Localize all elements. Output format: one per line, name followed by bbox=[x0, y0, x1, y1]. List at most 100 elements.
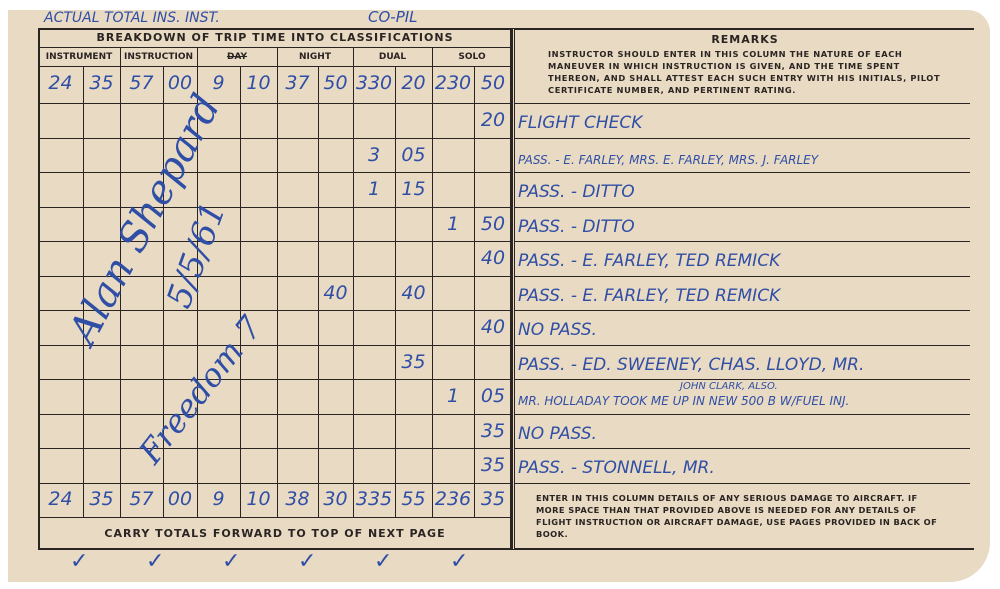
column-divider bbox=[83, 66, 84, 517]
row-divider bbox=[38, 448, 512, 449]
time-cell: 50 bbox=[323, 72, 348, 94]
remark-entry: FLIGHT CHECK bbox=[518, 113, 643, 133]
time-cell: 40 bbox=[323, 281, 348, 304]
remarks-rule bbox=[515, 137, 970, 139]
time-cell: 35 bbox=[480, 488, 506, 510]
remark-entry: NO PASS. bbox=[518, 423, 597, 444]
logbook-page bbox=[8, 10, 990, 582]
column-divider bbox=[318, 66, 319, 517]
time-cell: 35 bbox=[89, 72, 114, 94]
row-divider bbox=[38, 103, 512, 104]
time-cell: 35 bbox=[401, 350, 426, 373]
remarks-rule bbox=[515, 310, 970, 311]
time-cell: 1 bbox=[367, 178, 381, 200]
checkmark-icon: ✓ bbox=[298, 548, 317, 573]
damage-note: ENTER IN THIS COLUMN DETAILS OF ANY SERI… bbox=[536, 493, 938, 539]
row-divider bbox=[38, 66, 512, 67]
time-cell: 236 bbox=[434, 488, 472, 510]
time-cell: 55 bbox=[401, 488, 426, 510]
row-divider bbox=[38, 517, 512, 518]
column-divider bbox=[474, 66, 475, 517]
checkmark-icon: ✓ bbox=[222, 548, 241, 573]
time-cell: 24 bbox=[48, 72, 73, 94]
table-title: BREAKDOWN OF TRIP TIME INTO CLASSIFICATI… bbox=[96, 31, 454, 44]
time-cell: 335 bbox=[355, 488, 393, 510]
remark-entry: PASS. - DITTO bbox=[518, 216, 635, 237]
column-header: SOLO bbox=[458, 52, 486, 62]
column-divider bbox=[353, 47, 354, 517]
checkmark-icon: ✓ bbox=[70, 548, 89, 573]
remarks-rule bbox=[515, 379, 970, 380]
time-cell: 00 bbox=[167, 488, 193, 510]
remark-entry: MR. HOLLADAY TOOK ME UP IN NEW 500 B W/F… bbox=[518, 394, 850, 408]
column-divider bbox=[120, 47, 121, 517]
column-divider bbox=[163, 66, 164, 517]
checkmark-icon: ✓ bbox=[146, 548, 165, 573]
remark-entry: PASS. - ED. SWEENEY, CHAS. LLOYD, MR. bbox=[518, 354, 865, 375]
row-divider bbox=[38, 47, 512, 48]
time-cell: 40 bbox=[401, 281, 426, 304]
time-cell: 00 bbox=[167, 72, 193, 94]
time-cell: 40 bbox=[480, 316, 506, 338]
column-divider bbox=[277, 47, 278, 517]
checkmark-icon: ✓ bbox=[374, 548, 393, 573]
column-header: INSTRUMENT bbox=[45, 52, 113, 62]
row-divider bbox=[38, 206, 512, 208]
remark-insert: JOHN CLARK, ALSO. bbox=[680, 381, 778, 392]
row-divider bbox=[38, 241, 512, 242]
time-cell: 30 bbox=[323, 488, 348, 510]
row-divider bbox=[38, 275, 512, 277]
handwritten-header-note: ACTUAL TOTAL INS. INST. bbox=[44, 10, 220, 26]
time-cell: 57 bbox=[129, 488, 154, 510]
remarks-title: REMARKS bbox=[711, 33, 779, 46]
remarks-section bbox=[512, 28, 974, 550]
remarks-rule bbox=[515, 482, 970, 484]
time-cell: 24 bbox=[48, 488, 73, 510]
time-cell: 40 bbox=[480, 247, 506, 269]
remarks-rule bbox=[515, 206, 970, 208]
checkmark-icon: ✓ bbox=[450, 548, 469, 573]
time-cell: 05 bbox=[401, 143, 426, 166]
remarks-rule bbox=[515, 275, 970, 277]
column-header: DAY bbox=[226, 52, 248, 62]
time-cell: 15 bbox=[401, 178, 426, 200]
time-breakdown-table bbox=[38, 28, 512, 550]
time-cell: 37 bbox=[285, 72, 310, 94]
remark-entry: PASS. - E. FARLEY, MRS. E. FARLEY, MRS. … bbox=[518, 152, 819, 167]
time-cell: 57 bbox=[129, 72, 154, 94]
time-cell: 1 bbox=[446, 212, 460, 235]
time-cell: 50 bbox=[480, 212, 506, 235]
carry-forward-label: CARRY TOTALS FORWARD TO TOP OF NEXT PAGE bbox=[104, 527, 446, 540]
time-cell: 230 bbox=[434, 72, 472, 94]
column-divider bbox=[197, 47, 198, 517]
row-divider bbox=[38, 137, 512, 139]
remarks-rule bbox=[515, 241, 970, 242]
copilot-overwrite: CO-PIL bbox=[368, 8, 418, 26]
row-divider bbox=[38, 344, 512, 346]
time-cell: 20 bbox=[480, 109, 506, 131]
time-cell: 10 bbox=[246, 488, 271, 510]
column-divider bbox=[395, 66, 396, 517]
column-header: DUAL bbox=[378, 52, 407, 62]
time-cell: 9 bbox=[212, 72, 225, 94]
time-cell: 3 bbox=[367, 143, 381, 166]
column-divider bbox=[240, 66, 241, 517]
row-divider bbox=[38, 379, 512, 380]
time-cell: 35 bbox=[480, 419, 506, 442]
column-header: NIGHT bbox=[299, 52, 331, 62]
time-cell: 20 bbox=[401, 72, 426, 94]
remark-entry: PASS. - STONNELL, MR. bbox=[518, 458, 715, 478]
remark-entry: NO PASS. bbox=[518, 320, 597, 340]
remarks-rule bbox=[515, 344, 970, 346]
remarks-rule bbox=[515, 103, 970, 104]
time-cell: 330 bbox=[355, 72, 393, 94]
time-cell: 05 bbox=[480, 385, 506, 407]
remark-entry: PASS. - E. FARLEY, TED REMICK bbox=[518, 285, 781, 306]
time-cell: 35 bbox=[480, 454, 506, 476]
time-cell: 10 bbox=[246, 72, 271, 94]
time-cell: 50 bbox=[480, 72, 506, 94]
time-cell: 38 bbox=[285, 488, 310, 510]
time-cell: 9 bbox=[212, 488, 225, 510]
remarks-rule bbox=[515, 448, 970, 449]
row-divider bbox=[38, 310, 512, 311]
